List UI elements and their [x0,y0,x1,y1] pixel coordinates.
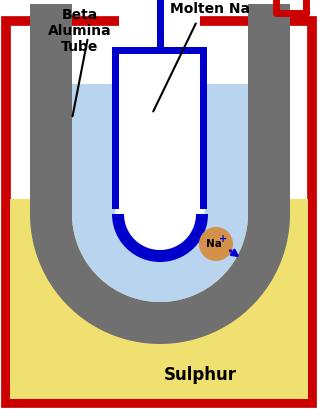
Bar [119,8,200,48]
Text: Molten Na: Molten Na [170,2,250,16]
Circle shape [116,171,204,258]
Bar [200,55,207,209]
Text: Sulphur: Sulphur [164,365,236,383]
PathPatch shape [72,214,248,302]
Bar [112,55,119,209]
Circle shape [199,227,233,261]
Text: +: + [219,234,227,243]
Bar [157,0,164,48]
Bar [204,85,248,214]
Bar [112,48,207,55]
Bar [72,85,116,214]
Bar [248,5,290,214]
Text: Beta
Alumina
Tube: Beta Alumina Tube [48,8,112,54]
Text: Na: Na [206,238,222,248]
Bar [10,200,308,399]
Bar [116,75,204,214]
PathPatch shape [112,214,208,262]
Bar [30,5,72,214]
PathPatch shape [30,214,290,344]
